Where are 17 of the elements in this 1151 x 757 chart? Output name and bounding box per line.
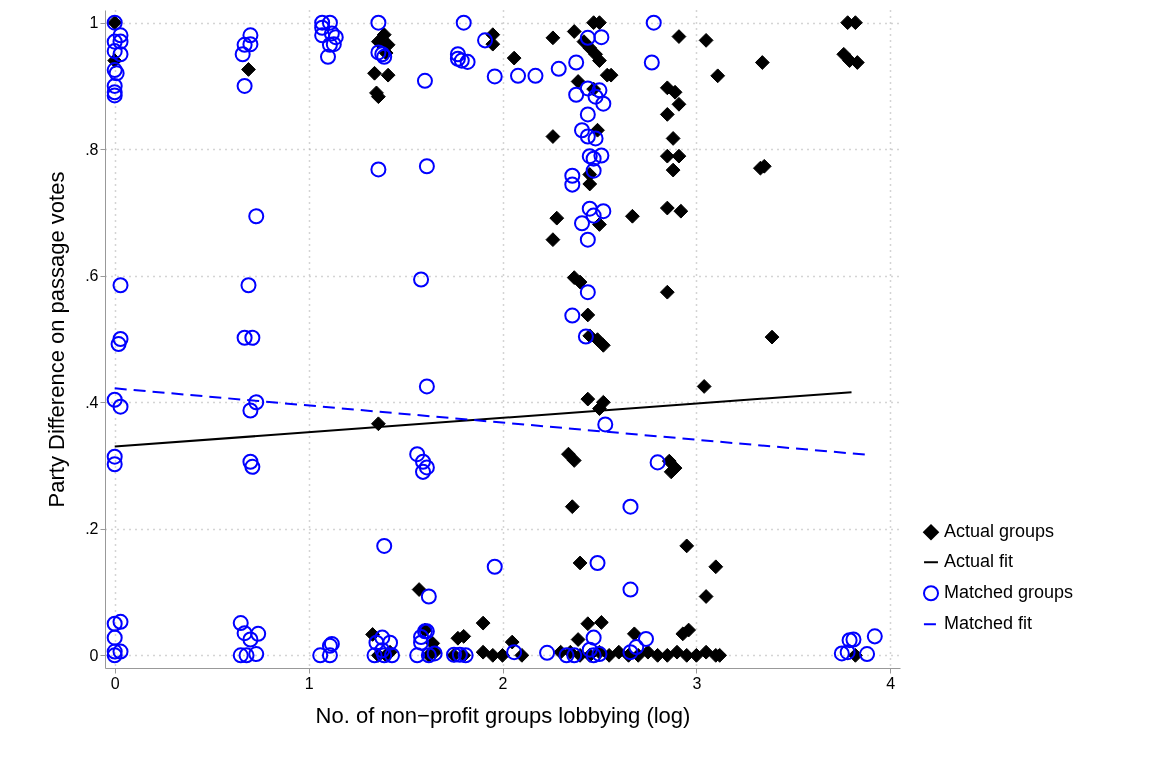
legend-label: Actual groups [944, 521, 1055, 542]
y-tick-label: 1 [89, 14, 99, 32]
y-tick-label: .8 [85, 140, 99, 158]
y-tick-label: .6 [85, 267, 99, 285]
y-tick-label: .4 [85, 393, 99, 411]
legend-label: Matched fit [944, 613, 1033, 634]
legend-label: Actual fit [944, 551, 1014, 572]
x-tick-label: 4 [886, 674, 896, 692]
y-tick-label: 0 [89, 646, 99, 664]
x-tick-label: 2 [498, 674, 508, 692]
y-tick-label: .2 [85, 520, 99, 538]
legend-label: Matched groups [944, 582, 1074, 603]
x-tick-label: 0 [110, 674, 120, 692]
x-axis-title: No. of non−profit groups lobbying (log) [315, 702, 691, 728]
y-axis-title: Party Difference on passage votes [44, 171, 70, 508]
x-tick-label: 1 [304, 674, 314, 692]
x-tick-label: 3 [692, 674, 702, 692]
